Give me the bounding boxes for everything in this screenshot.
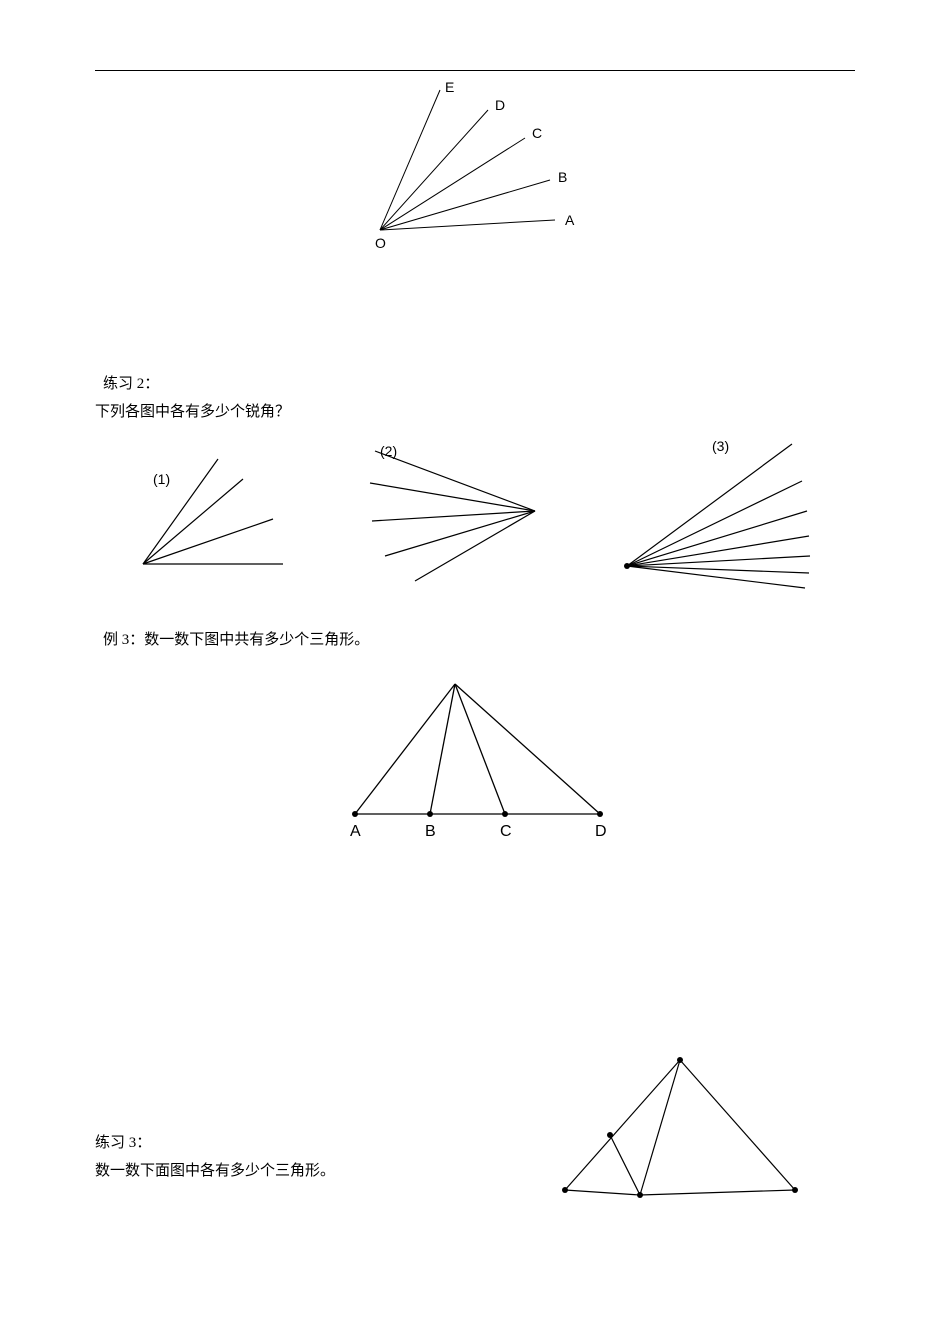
exercise2-fig3-svg: (3)	[617, 436, 827, 601]
example3-figure: A B C D	[95, 674, 855, 849]
exercise2-fig3-wrapper: (3)	[617, 436, 827, 606]
svg-text:B: B	[558, 169, 567, 185]
exercise3-figure	[545, 1055, 815, 1215]
exercise2-fig2-wrapper: (2)	[360, 441, 560, 601]
page-content: A B C D E O 练习 2： 下列各图中各有多少个锐角？ (1) (2) (3) 例…	[95, 70, 855, 1185]
fig-label-1: (1)	[153, 471, 170, 487]
svg-text:B: B	[425, 823, 436, 840]
fig-label-3: (3)	[712, 438, 729, 454]
exercise2-fig1-wrapper: (1)	[123, 444, 303, 599]
exercise2-figures-row: (1) (2) (3)	[95, 436, 855, 606]
example3-title: 例 3：数一数下图中共有多少个三角形。	[95, 626, 855, 654]
svg-text:E: E	[445, 80, 454, 95]
svg-text:O: O	[375, 235, 386, 250]
svg-text:D: D	[595, 823, 607, 840]
svg-text:D: D	[495, 97, 505, 113]
angle-fan-svg: A B C D E O	[360, 80, 590, 250]
exercise2-title: 练习 2：	[95, 370, 855, 398]
svg-text:C: C	[532, 125, 542, 141]
svg-text:C: C	[500, 823, 512, 840]
svg-text:A: A	[350, 823, 361, 840]
svg-text:A: A	[565, 212, 575, 228]
exercise2-question: 下列各图中各有多少个锐角？	[95, 398, 855, 426]
example3-svg: A B C D	[325, 674, 625, 849]
exercise2-fig2-svg: (2)	[360, 441, 560, 596]
exercise2-fig1-svg: (1)	[123, 444, 303, 594]
exercise3-svg	[545, 1055, 815, 1210]
figure-angle-fan: A B C D E O	[95, 80, 855, 250]
